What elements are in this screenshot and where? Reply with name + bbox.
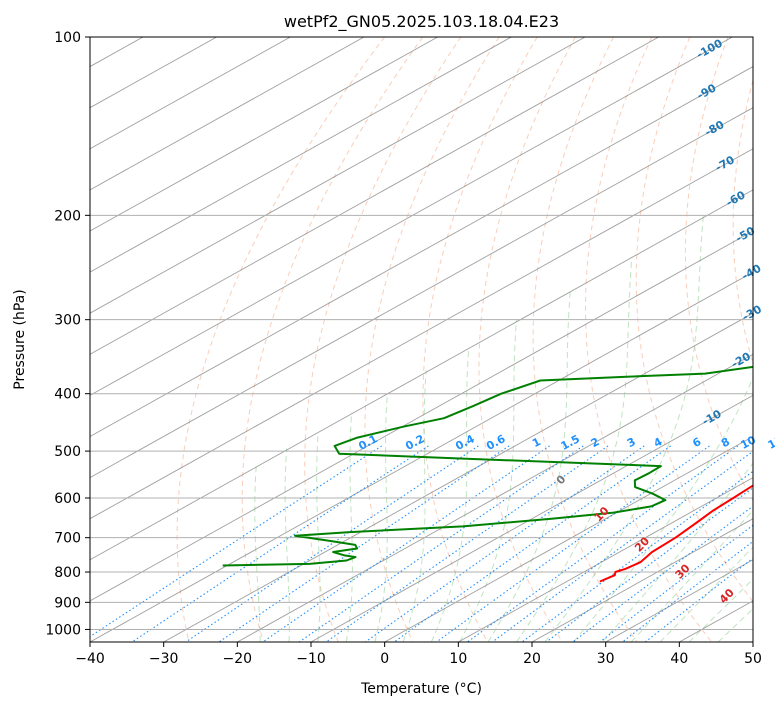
dry-adiabat-line xyxy=(684,37,753,502)
y-tick-label: 500 xyxy=(54,444,81,460)
mixing-ratio-line xyxy=(491,450,753,642)
mixing-ratio-line xyxy=(131,445,429,642)
mixing-ratio-line xyxy=(218,445,510,642)
moist-adiabat-line xyxy=(487,287,572,642)
isotherm-line xyxy=(237,353,753,642)
plot-frame xyxy=(89,36,754,643)
x-tick-label: −20 xyxy=(223,651,253,667)
y-tick-label: 800 xyxy=(54,565,81,581)
dry-adiabat-line xyxy=(584,37,713,642)
moist-adiabat-line xyxy=(459,319,517,642)
mixing-ratio-line xyxy=(572,505,753,642)
y-tick-label: 1000 xyxy=(45,622,81,638)
isotherm-line xyxy=(90,37,365,191)
mixing-ratio-line xyxy=(393,445,672,642)
x-tick-label: 10 xyxy=(449,651,467,667)
x-tick-label: 50 xyxy=(744,651,762,667)
chart-title: wetPf2_GN05.2025.103.18.04.E23 xyxy=(284,12,559,32)
y-axis-label: Pressure (hPa) xyxy=(12,289,28,389)
y-tick-label: 300 xyxy=(54,313,81,329)
temperature-profile-line xyxy=(599,484,753,583)
x-tick-label: 20 xyxy=(523,651,541,667)
isotherm-line xyxy=(90,148,753,520)
mixing-ratio-line xyxy=(185,445,479,642)
y-tick-label: 100 xyxy=(54,30,81,46)
mixing-ratio-line xyxy=(644,557,753,642)
mixing-ratio-line xyxy=(436,445,710,642)
x-tick-label: 30 xyxy=(597,651,615,667)
isotherm-line xyxy=(90,37,438,232)
mixing-ratio-line xyxy=(364,445,645,642)
moist-adiabat-line xyxy=(430,348,470,642)
y-tick-label: 900 xyxy=(54,595,81,611)
moist-adiabat-line xyxy=(402,370,427,642)
axes: −40 −30 −20 −10 0 10 20 30 40 50 100 200 300 400 500 60… xyxy=(45,30,762,667)
isotherm-line xyxy=(90,37,733,396)
moist-adiabat-line xyxy=(688,578,753,642)
dry-adiabat-line xyxy=(422,37,538,642)
isotherm-line xyxy=(163,312,753,642)
y-tick-label: 200 xyxy=(54,208,81,224)
y-tick-label: 600 xyxy=(54,491,81,507)
x-tick-label: 0 xyxy=(380,651,389,667)
mixing-ratio-line xyxy=(325,445,609,642)
x-tick-label: −30 xyxy=(149,651,179,667)
isotherm-line xyxy=(90,37,586,314)
y-tick-label: 400 xyxy=(54,387,81,403)
dewpoint-profile-line xyxy=(222,365,753,567)
isotherm-line xyxy=(90,230,753,602)
x-tick-label: −10 xyxy=(296,651,326,667)
mixing-ratio-line xyxy=(545,487,753,642)
moist-adiabat-line xyxy=(316,432,321,642)
dry-adiabat-line xyxy=(732,78,753,365)
isotherm-line xyxy=(90,271,753,642)
x-tick-label: 40 xyxy=(670,651,688,667)
isotherm-line xyxy=(90,37,291,150)
dry-adiabat-line xyxy=(364,37,500,642)
isotherm-line xyxy=(90,66,753,438)
isotherm-line xyxy=(90,37,512,273)
moist-adiabat-line xyxy=(659,546,753,642)
moist-adiabat-line xyxy=(630,509,753,642)
dry-adiabat-line xyxy=(304,37,462,642)
isotherm-line xyxy=(90,107,753,479)
isotherm-line xyxy=(384,435,753,642)
x-axis-label: Temperature (°C) xyxy=(360,681,482,697)
background-lines xyxy=(90,37,753,642)
profile-series xyxy=(222,365,753,583)
isotherm-line xyxy=(531,518,753,642)
dry-adiabat-line xyxy=(478,37,576,642)
dry-adiabat-line xyxy=(635,37,753,603)
moist-adiabat-line xyxy=(284,448,290,642)
mixing-ratio-label: 13 xyxy=(766,433,775,452)
mixing-ratio-line xyxy=(467,445,739,642)
mixing-ratio-line xyxy=(298,445,584,642)
isotherm-line xyxy=(310,394,753,642)
moist-adiabat-line xyxy=(254,466,261,642)
isotherm-line xyxy=(90,189,753,561)
x-tick-label: −40 xyxy=(75,651,105,667)
isotherm-line xyxy=(90,37,659,355)
dry-adiabat-line xyxy=(532,37,638,642)
isotherm-line xyxy=(458,477,753,642)
dry-adiabat-line xyxy=(241,37,424,642)
y-tick-label: 700 xyxy=(54,531,81,547)
